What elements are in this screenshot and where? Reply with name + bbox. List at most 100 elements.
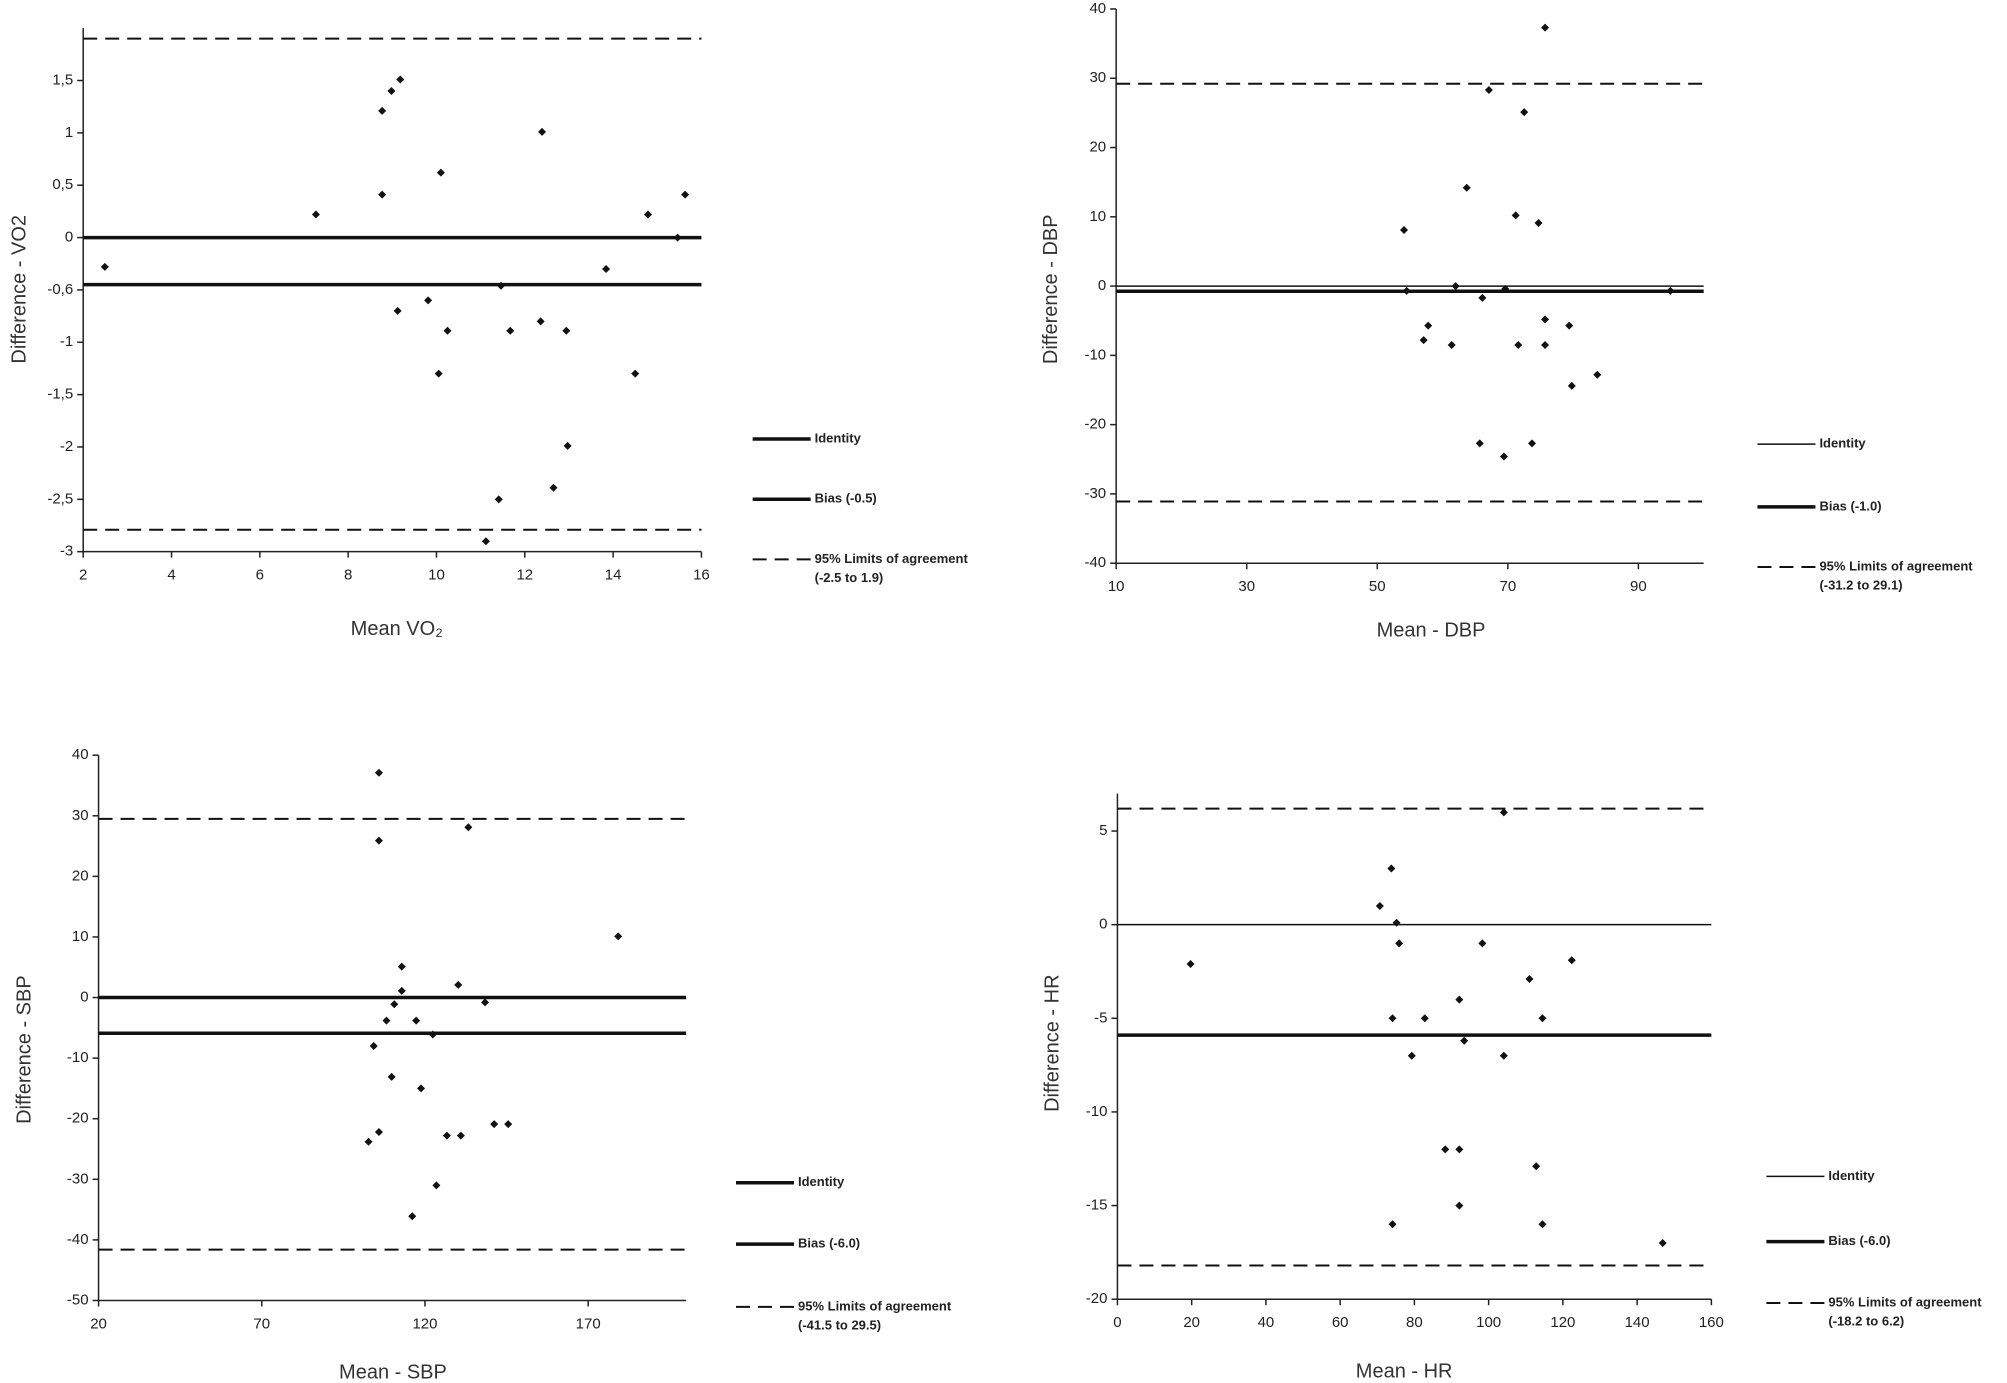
y-tick-label: -50 — [67, 1291, 89, 1308]
x-tick-label: 80 — [1406, 1314, 1423, 1331]
data-point — [1499, 452, 1508, 461]
data-point — [1541, 315, 1550, 324]
x-tick-label: 50 — [1369, 578, 1386, 595]
data-point — [1460, 1036, 1469, 1045]
data-point — [443, 326, 452, 335]
data-point — [1527, 439, 1536, 448]
y-axis-title: Difference - HR — [1041, 974, 1063, 1111]
y-tick-label: 30 — [1089, 69, 1106, 86]
data-point — [1402, 286, 1411, 295]
data-point — [364, 1137, 373, 1146]
data-point — [1541, 340, 1550, 349]
data-point — [428, 1030, 437, 1039]
data-point — [1534, 219, 1543, 228]
data-point — [393, 306, 402, 315]
data-point — [442, 1131, 451, 1140]
x-tick-label: 90 — [1630, 578, 1647, 595]
data-point — [390, 1000, 399, 1009]
data-point — [481, 998, 490, 1007]
y-tick-label: -20 — [67, 1110, 89, 1127]
data-point — [1424, 321, 1433, 330]
data-point — [1541, 23, 1550, 32]
data-point — [374, 768, 383, 777]
y-tick-label: 5 — [1099, 822, 1107, 839]
legend-label: Identity — [815, 430, 862, 445]
x-tick-label: 120 — [412, 1315, 437, 1332]
x-tick-label: 2 — [79, 567, 87, 584]
y-tick-label: 10 — [72, 928, 89, 945]
legend-label: Bias (-6.0) — [798, 1236, 860, 1251]
data-point — [1567, 956, 1576, 965]
y-tick-label: 0 — [80, 989, 88, 1006]
data-point — [481, 537, 490, 546]
data-point — [1501, 284, 1510, 293]
data-point — [1565, 321, 1574, 330]
data-point — [631, 369, 640, 378]
y-tick-label: -0,6 — [47, 281, 73, 298]
data-point — [1441, 1145, 1450, 1154]
legend-label: 95% Limits of agreement — [798, 1298, 952, 1313]
x-tick-label: 100 — [1476, 1314, 1501, 1331]
legend-label: 95% Limits of agreement — [815, 551, 969, 566]
y-tick-label: 20 — [1089, 138, 1106, 155]
y-tick-label: -40 — [1084, 554, 1106, 571]
y-tick-label: -15 — [1086, 1197, 1108, 1214]
data-point — [464, 823, 473, 832]
y-tick-label: -10 — [1084, 346, 1106, 363]
data-point — [1478, 293, 1487, 302]
x-tick-label: 16 — [693, 567, 710, 584]
data-point — [378, 190, 387, 199]
legend-label: (-2.5 to 1.9) — [815, 570, 884, 585]
x-tick-label: 40 — [1258, 1314, 1275, 1331]
data-point — [1400, 225, 1409, 234]
legend-label: Identity — [798, 1174, 845, 1189]
y-tick-label: 1,5 — [52, 71, 73, 88]
data-point — [1392, 918, 1401, 927]
data-point — [1420, 1014, 1429, 1023]
data-point — [1511, 211, 1520, 220]
data-point — [382, 1016, 391, 1025]
y-tick-label: 30 — [72, 807, 89, 824]
x-tick-label: 30 — [1238, 578, 1255, 595]
data-point — [1375, 901, 1384, 910]
data-point — [1666, 286, 1675, 295]
data-point — [1451, 282, 1460, 291]
y-tick-label: -30 — [67, 1170, 89, 1187]
data-point — [1447, 340, 1456, 349]
data-point — [432, 1181, 441, 1190]
data-point — [1538, 1220, 1547, 1229]
legend-label: Bias (-1.0) — [1819, 498, 1881, 513]
data-point — [378, 106, 387, 115]
legend-label: Bias (-0.5) — [815, 491, 877, 506]
y-tick-label: 0 — [1098, 277, 1106, 294]
legend-label: Bias (-6.0) — [1828, 1233, 1890, 1248]
data-point — [408, 1212, 417, 1221]
data-point — [1593, 370, 1602, 379]
y-tick-label: -40 — [67, 1231, 89, 1248]
y-tick-label: 1 — [65, 124, 73, 141]
x-axis-title: Mean VO₂ — [351, 618, 443, 640]
data-point — [417, 1084, 426, 1093]
y-tick-label: 40 — [72, 746, 89, 763]
data-point — [1186, 960, 1195, 969]
y-tick-label: 0 — [1099, 916, 1107, 933]
data-point — [1388, 1220, 1397, 1229]
y-tick-label: -2 — [60, 438, 73, 455]
data-point — [412, 1016, 421, 1025]
y-tick-label: -20 — [1086, 1290, 1108, 1307]
data-point — [424, 296, 433, 305]
data-point — [602, 264, 611, 273]
y-tick-label: -1 — [60, 333, 73, 350]
data-point — [1419, 336, 1428, 345]
data-point — [562, 326, 571, 335]
data-point — [1395, 939, 1404, 948]
data-point — [681, 190, 690, 199]
y-tick-label: -2,5 — [47, 490, 73, 507]
x-tick-label: 140 — [1625, 1314, 1650, 1331]
data-point — [614, 932, 623, 941]
x-axis-title: Mean - HR — [1356, 1360, 1453, 1382]
y-tick-label: 0,5 — [52, 176, 73, 193]
x-tick-label: 70 — [1499, 578, 1516, 595]
x-tick-label: 120 — [1550, 1314, 1575, 1331]
